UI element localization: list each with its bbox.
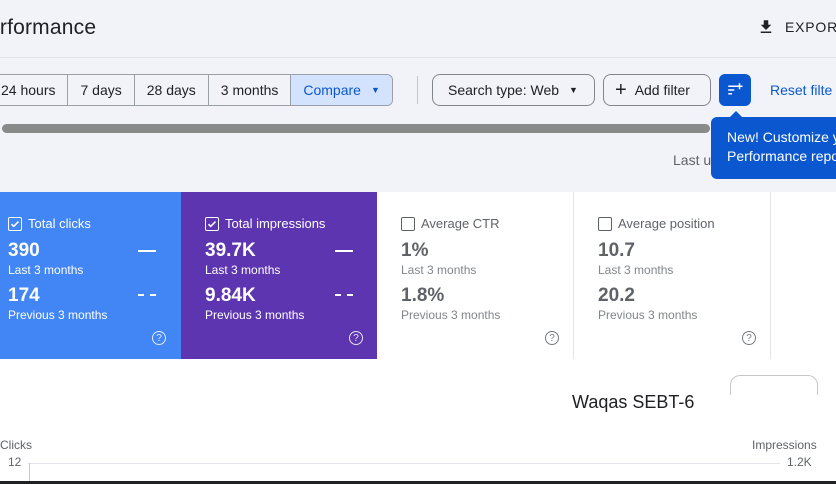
watermark-text: Waqas SEBT-6 [572, 392, 695, 412]
metric-label: Total clicks [28, 216, 91, 231]
screen-bottom-edge [0, 481, 836, 484]
chart-vertical-axis [29, 463, 30, 484]
date-range-3-months[interactable]: 3 months [209, 75, 292, 105]
metric-label: Average CTR [421, 216, 500, 231]
metric-period: Last 3 months [8, 263, 84, 277]
metric-label: Average position [618, 216, 715, 231]
right-axis-title: Impressions [752, 438, 817, 452]
left-axis-title: Clicks [0, 438, 32, 452]
metric-card-impressions[interactable]: Total impressions 39.7K Last 3 months 9.… [181, 192, 377, 359]
metric-card-position[interactable]: Average position 10.7 Last 3 months 20.2… [574, 192, 771, 359]
metric-previous-value: 174 [8, 285, 40, 306]
checkbox-unchecked-icon[interactable] [598, 216, 612, 231]
metric-value: 390 [8, 240, 40, 261]
download-icon [760, 20, 772, 33]
metric-previous-period: Previous 3 months [8, 308, 108, 322]
metric-period: Last 3 months [598, 263, 674, 277]
plus-icon: + [615, 79, 627, 101]
metric-header: Average position [598, 216, 715, 231]
date-range-24-hours[interactable]: 24 hours [0, 75, 69, 105]
help-circle-icon[interactable]: ? [545, 331, 559, 345]
filter-divider [417, 76, 418, 104]
compare-dropdown[interactable]: Compare ▼ [291, 75, 392, 105]
right-axis-tick: 1.2K [787, 455, 812, 469]
date-range-selector: 24 hours 7 days 28 days 3 months Compare… [0, 74, 393, 106]
checkbox-checked-icon[interactable] [8, 216, 22, 231]
solid-line-legend-icon [335, 250, 353, 252]
metric-card-ctr[interactable]: Average CTR 1% Last 3 months 1.8% Previo… [377, 192, 574, 359]
metric-previous-period: Previous 3 months [598, 308, 698, 322]
search-type-dropdown[interactable]: Search type: Web ▼ [432, 74, 595, 106]
tooltip-line-1: New! Customize y [727, 129, 836, 145]
metric-header: Total impressions [205, 216, 325, 231]
metric-label: Total impressions [225, 216, 326, 231]
reset-filters-link[interactable]: Reset filte [770, 82, 833, 98]
caret-down-icon: ▼ [370, 85, 380, 95]
compare-label: Compare [303, 82, 361, 98]
add-filter-button[interactable]: + Add filter [603, 74, 711, 106]
chart-menu-button[interactable] [730, 375, 818, 395]
page-title: erformance [0, 16, 97, 39]
horizontal-scrollbar[interactable] [0, 124, 710, 133]
metric-previous-period: Previous 3 months [205, 308, 305, 322]
metric-previous-value: 20.2 [598, 285, 635, 306]
chart-gridline [28, 463, 780, 464]
metric-cards: Total clicks 390 Last 3 months 174 Previ… [0, 192, 836, 359]
date-range-28-days[interactable]: 28 days [135, 75, 209, 105]
tooltip-line-2: Performance repo [727, 148, 836, 164]
metric-value: 1% [401, 240, 429, 261]
dashed-line-legend-icon [138, 294, 156, 296]
caret-down-icon: ▼ [569, 85, 578, 95]
customize-report-tooltip[interactable]: New! Customize y Performance repo [711, 111, 836, 179]
metric-period: Last 3 months [205, 263, 281, 277]
filter-bar: 24 hours 7 days 28 days 3 months Compare… [0, 74, 836, 106]
customize-filter-button[interactable] [719, 74, 751, 106]
metric-value: 39.7K [205, 240, 256, 261]
last-updated-text: Last u [673, 152, 712, 168]
checkbox-checked-icon[interactable] [205, 216, 219, 231]
chart-area: Waqas SEBT-6 Clicks 12 Impressions 1.2K [0, 359, 836, 484]
scrollbar-thumb[interactable] [2, 124, 710, 133]
metric-previous-value: 9.84K [205, 285, 256, 306]
page-header: erformance EXPORT [0, 0, 836, 58]
metric-value: 10.7 [598, 240, 635, 261]
checkbox-unchecked-icon[interactable] [401, 216, 415, 231]
export-label: EXPORT [785, 19, 836, 35]
filter-customize-icon [728, 83, 743, 95]
metric-header: Total clicks [8, 216, 91, 231]
search-type-label: Search type: Web [448, 82, 560, 98]
help-circle-icon[interactable]: ? [742, 331, 756, 345]
help-circle-icon[interactable]: ? [349, 331, 363, 345]
solid-line-legend-icon [138, 250, 156, 252]
metric-previous-value: 1.8% [401, 285, 445, 306]
add-filter-label: Add filter [634, 82, 690, 98]
export-button[interactable]: EXPORT [757, 18, 836, 36]
date-range-7-days[interactable]: 7 days [68, 75, 135, 105]
left-axis-tick: 12 [8, 455, 22, 469]
metric-previous-period: Previous 3 months [401, 308, 501, 322]
cards-overflow-area [771, 192, 836, 359]
metric-card-clicks[interactable]: Total clicks 390 Last 3 months 174 Previ… [0, 192, 181, 359]
help-circle-icon[interactable]: ? [152, 331, 166, 345]
metric-period: Last 3 months [401, 263, 477, 277]
metric-header: Average CTR [401, 216, 500, 231]
dashed-line-legend-icon [335, 294, 353, 296]
